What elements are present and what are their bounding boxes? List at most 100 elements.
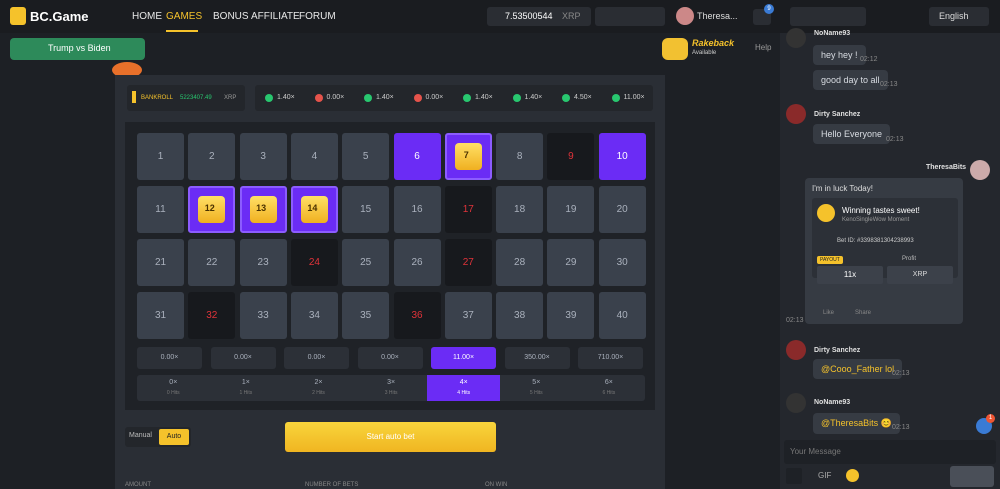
like[interactable]: Like [823, 310, 835, 316]
payout-option[interactable]: 350.00× [504, 347, 570, 369]
keno-cell[interactable]: 5 [342, 133, 390, 180]
keno-cell[interactable]: 36 [393, 292, 441, 339]
keno-cell[interactable]: 25 [342, 239, 390, 286]
cell-number: 20 [616, 204, 628, 215]
keno-cell[interactable]: 11 [137, 186, 184, 233]
keno-cell[interactable]: 29 [547, 239, 595, 286]
nav-link[interactable]: BONUS [213, 11, 249, 22]
keno-cell[interactable]: 2 [188, 133, 236, 180]
keno-cell[interactable]: 40 [598, 292, 646, 339]
keno-cell[interactable]: 6 [393, 133, 441, 180]
keno-cell[interactable]: 9 [547, 133, 595, 180]
bankroll-box: BANKROLL 5223407.49 XRP [127, 85, 245, 111]
profit-label: Profit [902, 256, 917, 262]
keno-cell[interactable]: 20 [598, 186, 646, 233]
logo[interactable]: BC.Game [30, 9, 89, 24]
pumpkin [112, 62, 142, 78]
hits-label: 0 Hits [166, 390, 180, 396]
user-avatar[interactable] [676, 7, 694, 25]
wallet-buttons[interactable] [595, 7, 665, 26]
result-dot [413, 94, 422, 102]
hits-option[interactable]: 3× 3 Hits [355, 375, 428, 401]
keno-cell[interactable]: 13 [239, 186, 287, 233]
result: 1.40× [376, 94, 394, 101]
keno-cell[interactable]: 15 [342, 186, 390, 233]
nav-link[interactable]: GAMES [166, 11, 203, 22]
keno-cell[interactable]: 34 [290, 292, 338, 339]
command-button[interactable] [786, 468, 802, 484]
rakeback[interactable]: Rakeback [692, 38, 735, 48]
payout-option[interactable]: 0.00× [357, 347, 423, 369]
payout-option[interactable]: 11.00× [431, 347, 496, 369]
result-dot [562, 94, 570, 102]
message: hey hey ! [813, 45, 866, 65]
payout-option[interactable]: 0.00× [137, 347, 202, 369]
start-button[interactable]: Start auto bet [285, 422, 496, 452]
help[interactable]: Help [755, 43, 772, 52]
hits-multiplier: 6× [604, 379, 613, 386]
user-name[interactable]: Theresa... [697, 11, 738, 21]
keno-cell[interactable]: 7 [444, 133, 492, 180]
keno-cell[interactable]: 28 [496, 239, 544, 286]
keno-cell[interactable]: 31 [137, 292, 184, 339]
hits-option[interactable]: 4× 4 Hits [427, 375, 500, 401]
message-input[interactable]: Your Message [784, 440, 996, 464]
keno-cell[interactable]: 33 [239, 292, 287, 339]
mode-manual[interactable]: Manual [129, 432, 152, 439]
send-button[interactable] [950, 466, 994, 487]
payout-option[interactable]: 0.00× [210, 347, 276, 369]
hits-option[interactable]: 5× 5 Hits [500, 375, 573, 401]
payout-option[interactable]: 710.00× [578, 347, 643, 369]
keno-cell[interactable]: 4 [290, 133, 338, 180]
hits-option[interactable]: 0× 0 Hits [137, 375, 210, 401]
promo-banner[interactable]: Trump vs Biden [10, 38, 145, 60]
active-underline [166, 30, 198, 32]
keno-cell[interactable]: 27 [444, 239, 492, 286]
keno-cell[interactable]: 22 [188, 239, 236, 286]
keno-cell[interactable]: 3 [239, 133, 287, 180]
keno-cell[interactable]: 39 [547, 292, 595, 339]
board: 1 2 3 4 5 6 7 8 9 10 11 12 13 14 15 16 17 18 19 20 21 22 23 24 2… [125, 122, 655, 410]
share[interactable]: Share [855, 310, 872, 316]
payout: 11x [817, 266, 883, 284]
keno-cell[interactable]: 21 [137, 239, 184, 286]
hits-option[interactable]: 1× 1 Hits [210, 375, 283, 401]
cell-number: 9 [568, 151, 574, 162]
keno-cell[interactable]: 10 [598, 133, 646, 180]
keno-cell[interactable]: 35 [342, 292, 390, 339]
keno-cell[interactable]: 16 [393, 186, 441, 233]
hits-option[interactable]: 2× 2 Hits [282, 375, 355, 401]
hits-option[interactable]: 6× 6 Hits [573, 375, 646, 401]
nav-link[interactable]: AFFILIATE [251, 11, 300, 22]
emoji-button[interactable] [846, 469, 859, 482]
keno-cell[interactable]: 23 [239, 239, 287, 286]
nav-link[interactable]: HOME [132, 11, 162, 22]
keno-cell[interactable]: 1 [137, 133, 184, 180]
keno-cell[interactable]: 24 [290, 239, 338, 286]
keno-cell[interactable]: 32 [188, 292, 236, 339]
hits-label: 3 Hits [384, 390, 398, 396]
hits-multiplier: 4× [459, 379, 468, 386]
keno-cell[interactable]: 30 [598, 239, 646, 286]
field-label: NUMBER OF BETS [305, 482, 359, 488]
chat-toolbar: English [780, 0, 1000, 33]
nav-link[interactable]: FORUM [299, 11, 336, 22]
bet-id[interactable]: Bet ID: #3398381304238993 [837, 238, 914, 244]
time: 02:13 [786, 317, 804, 324]
keno-cell[interactable]: 8 [496, 133, 544, 180]
keno-cell[interactable]: 18 [496, 186, 544, 233]
keno-cell[interactable]: 19 [547, 186, 595, 233]
gif-button[interactable]: GIF [818, 471, 832, 480]
payout-option[interactable]: 0.00× [284, 347, 349, 369]
keno-cell[interactable]: 12 [188, 186, 236, 233]
avatar [786, 393, 806, 413]
keno-cell[interactable]: 14 [290, 186, 338, 233]
language[interactable]: English [929, 7, 989, 26]
keno-cell[interactable]: 26 [393, 239, 441, 286]
mode-auto[interactable]: Auto [159, 429, 189, 445]
chat-tools[interactable] [790, 7, 866, 26]
keno-cell[interactable]: 37 [444, 292, 492, 339]
keno-cell[interactable]: 17 [444, 186, 492, 233]
keno-cell[interactable]: 38 [496, 292, 544, 339]
balance-box[interactable]: 7.53500544 XRP [487, 7, 591, 26]
